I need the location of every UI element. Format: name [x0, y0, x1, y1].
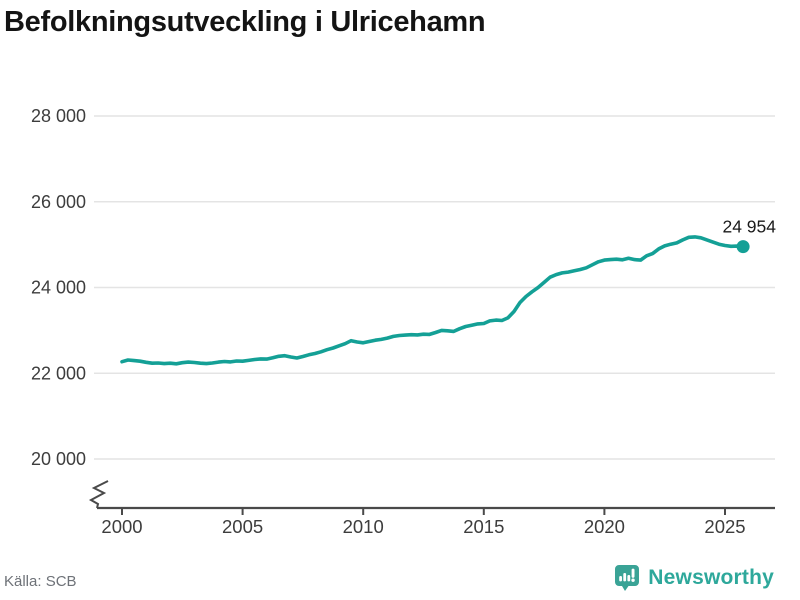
end-value-label: 24 954: [722, 217, 776, 237]
newsworthy-speech-bubble-barchart-icon: [615, 565, 640, 591]
x-tick-label: 2020: [584, 516, 625, 537]
y-tick-label: 22 000: [31, 363, 86, 383]
x-tick-label: 2000: [101, 516, 142, 537]
x-tick-label: 2010: [343, 516, 384, 537]
series-end-dot: [736, 240, 750, 254]
y-tick-label: 20 000: [31, 449, 86, 469]
brand-name: Newsworthy: [648, 566, 774, 589]
y-tick-label: 26 000: [31, 192, 86, 212]
y-tick-label: 28 000: [31, 106, 86, 126]
y-tick-label: 24 000: [31, 278, 86, 298]
x-tick-label: 2025: [704, 516, 745, 537]
x-tick-label: 2015: [463, 516, 504, 537]
source-note: Källa: SCB: [4, 573, 77, 590]
population-line-chart: 20 000 22 000 24 000 26 000 28 000 2000 2005 20…: [31, 106, 776, 537]
page-title: Befolkningsutveckling i Ulricehamn: [4, 6, 486, 38]
population-series-line: [120, 235, 745, 366]
axis-break-icon: [88, 480, 109, 509]
x-tick-label: 2005: [222, 516, 263, 537]
newsworthy-logo: Newsworthy: [614, 564, 774, 592]
